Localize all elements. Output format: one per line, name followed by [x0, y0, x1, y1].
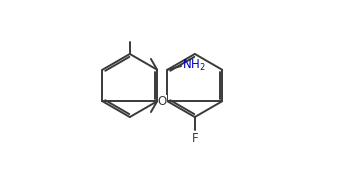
- Text: NH$_2$: NH$_2$: [182, 57, 206, 73]
- Text: O: O: [158, 95, 167, 108]
- Text: F: F: [192, 132, 198, 145]
